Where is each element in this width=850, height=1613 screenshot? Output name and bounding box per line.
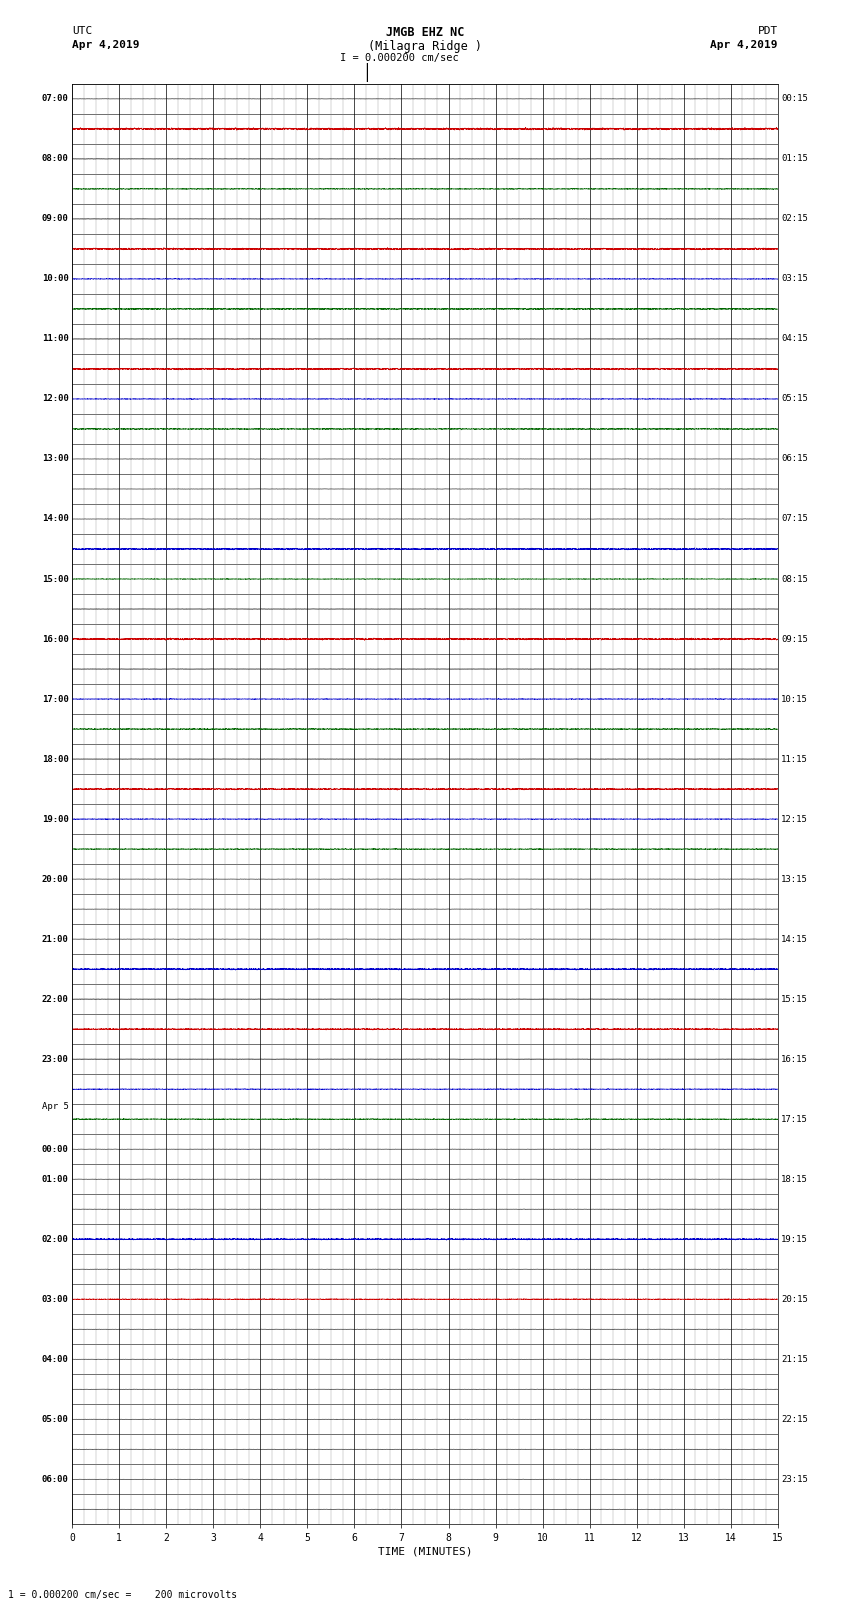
Text: PDT: PDT (757, 26, 778, 35)
Text: 18:15: 18:15 (781, 1174, 808, 1184)
Text: 20:00: 20:00 (42, 874, 69, 884)
Text: 12:15: 12:15 (781, 815, 808, 824)
Text: 08:00: 08:00 (42, 155, 69, 163)
Text: 1 = 0.000200 cm/sec =    200 microvolts: 1 = 0.000200 cm/sec = 200 microvolts (8, 1590, 238, 1600)
Text: 16:15: 16:15 (781, 1055, 808, 1063)
Text: 01:00: 01:00 (42, 1174, 69, 1184)
Text: 11:00: 11:00 (42, 334, 69, 344)
Text: 09:00: 09:00 (42, 215, 69, 224)
Text: 08:15: 08:15 (781, 574, 808, 584)
Text: 05:15: 05:15 (781, 395, 808, 403)
Text: JMGB EHZ NC: JMGB EHZ NC (386, 26, 464, 39)
Text: 03:00: 03:00 (42, 1295, 69, 1303)
Text: Apr 4,2019: Apr 4,2019 (72, 40, 139, 50)
Text: 19:00: 19:00 (42, 815, 69, 824)
Text: 15:00: 15:00 (42, 574, 69, 584)
Text: 05:00: 05:00 (42, 1415, 69, 1424)
Text: 11:15: 11:15 (781, 755, 808, 763)
Text: 07:00: 07:00 (42, 95, 69, 103)
Text: 07:15: 07:15 (781, 515, 808, 524)
Text: 19:15: 19:15 (781, 1234, 808, 1244)
Text: 02:00: 02:00 (42, 1234, 69, 1244)
Text: 21:00: 21:00 (42, 934, 69, 944)
Text: 13:00: 13:00 (42, 455, 69, 463)
Text: 15:15: 15:15 (781, 995, 808, 1003)
Text: 23:15: 23:15 (781, 1474, 808, 1484)
Text: 10:00: 10:00 (42, 274, 69, 284)
X-axis label: TIME (MINUTES): TIME (MINUTES) (377, 1547, 473, 1557)
Text: 22:15: 22:15 (781, 1415, 808, 1424)
Text: 04:15: 04:15 (781, 334, 808, 344)
Text: I = 0.000200 cm/sec: I = 0.000200 cm/sec (340, 53, 459, 63)
Text: 10:15: 10:15 (781, 695, 808, 703)
Text: 13:15: 13:15 (781, 874, 808, 884)
Text: 03:15: 03:15 (781, 274, 808, 284)
Text: Apr 5: Apr 5 (42, 1102, 69, 1111)
Text: 14:00: 14:00 (42, 515, 69, 524)
Text: 14:15: 14:15 (781, 934, 808, 944)
Text: 02:15: 02:15 (781, 215, 808, 224)
Text: 17:15: 17:15 (781, 1115, 808, 1124)
Text: 09:15: 09:15 (781, 634, 808, 644)
Text: 17:00: 17:00 (42, 695, 69, 703)
Text: 22:00: 22:00 (42, 995, 69, 1003)
Text: Apr 4,2019: Apr 4,2019 (711, 40, 778, 50)
Text: (Milagra Ridge ): (Milagra Ridge ) (368, 40, 482, 53)
Text: 06:15: 06:15 (781, 455, 808, 463)
Text: 12:00: 12:00 (42, 395, 69, 403)
Text: UTC: UTC (72, 26, 93, 35)
Text: 06:00: 06:00 (42, 1474, 69, 1484)
Text: 20:15: 20:15 (781, 1295, 808, 1303)
Text: 01:15: 01:15 (781, 155, 808, 163)
Text: 04:00: 04:00 (42, 1355, 69, 1363)
Text: 21:15: 21:15 (781, 1355, 808, 1363)
Text: 16:00: 16:00 (42, 634, 69, 644)
Text: 23:00: 23:00 (42, 1055, 69, 1063)
Text: 18:00: 18:00 (42, 755, 69, 763)
Text: 00:00: 00:00 (42, 1145, 69, 1153)
Text: 00:15: 00:15 (781, 95, 808, 103)
